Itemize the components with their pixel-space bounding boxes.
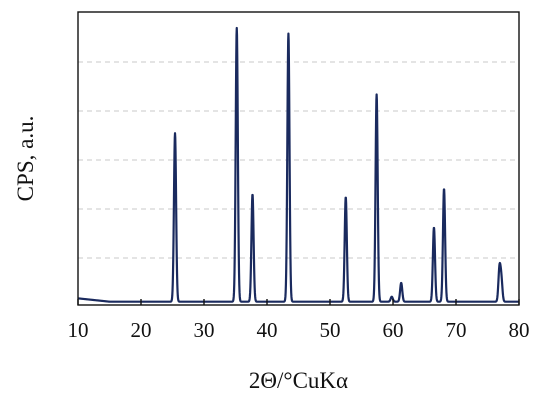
x-tick-label-20: 20 (131, 318, 152, 342)
x-tick-label-50: 50 (320, 318, 341, 342)
y-axis-title: CPS, a.u. (13, 116, 38, 202)
plot-frame (77, 11, 520, 306)
x-tick-label-70: 70 (446, 318, 467, 342)
x-tick-label-40: 40 (257, 318, 278, 342)
x-tick-label-60: 60 (383, 318, 404, 342)
x-axis-title: 2Θ/°CuKα (249, 368, 348, 393)
x-tick-label-30: 30 (194, 318, 215, 342)
grid-lines (78, 61, 519, 259)
series-line (77, 26, 520, 303)
x-axis-ticks: 10 20 30 40 50 60 70 80 (68, 299, 530, 342)
x-tick-label-10: 10 (68, 318, 89, 342)
x-tick-label-80: 80 (509, 318, 530, 342)
